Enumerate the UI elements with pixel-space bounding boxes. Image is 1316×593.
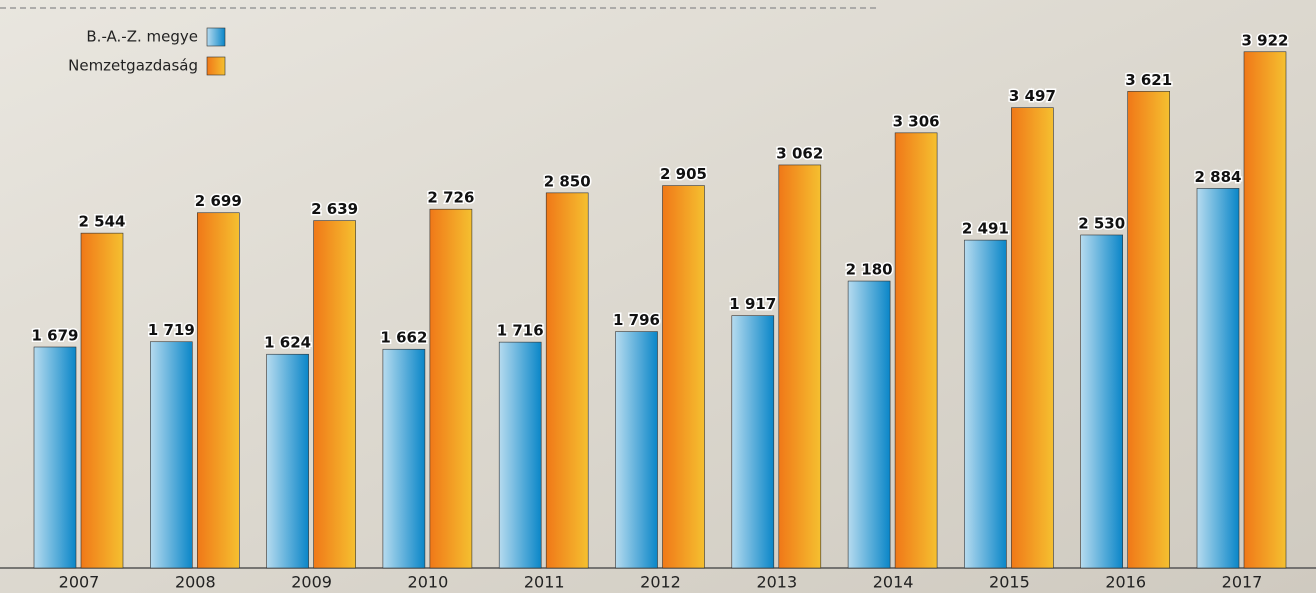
bar	[1081, 235, 1123, 568]
value-label: 3 062	[776, 144, 823, 162]
value-label: 2 639	[311, 200, 358, 218]
value-label: 2 180	[846, 261, 893, 279]
value-label: 2 491	[962, 220, 1009, 238]
value-label: 2 726	[427, 189, 474, 207]
bar	[34, 347, 76, 568]
value-label: 3 621	[1125, 71, 1172, 89]
value-label: 2 905	[660, 165, 707, 183]
bar	[150, 342, 192, 568]
bar	[964, 240, 1006, 568]
value-label: 3 306	[893, 112, 940, 130]
bar	[267, 354, 309, 568]
x-tick-label: 2015	[989, 573, 1030, 592]
bar	[546, 193, 588, 568]
value-label: 1 716	[497, 322, 544, 340]
bar	[616, 332, 658, 568]
legend-label: B.-A.-Z. megye	[86, 28, 198, 46]
bar	[383, 349, 425, 568]
value-label: 2 530	[1078, 214, 1125, 232]
value-label: 2 850	[544, 172, 591, 190]
bar	[499, 342, 541, 568]
bar	[732, 316, 774, 568]
x-tick-label: 2012	[640, 573, 681, 592]
x-tick-label: 2009	[291, 573, 332, 592]
value-label: 1 719	[148, 321, 195, 339]
value-label: 1 662	[380, 329, 427, 347]
bar	[1128, 91, 1170, 568]
bar	[1011, 108, 1053, 568]
x-tick-label: 2013	[756, 573, 797, 592]
bar	[663, 186, 705, 568]
value-label: 1 917	[729, 295, 776, 313]
bar	[1244, 52, 1286, 568]
value-label: 1 679	[32, 326, 79, 344]
x-tick-label: 2017	[1222, 573, 1263, 592]
bar	[430, 209, 472, 568]
x-tick-label: 2007	[59, 573, 100, 592]
legend-label: Nemzetgazdaság	[68, 57, 198, 75]
bar	[779, 165, 821, 568]
legend-swatch	[207, 57, 225, 75]
x-tick-label: 2008	[175, 573, 216, 592]
value-label: 2 544	[79, 213, 126, 231]
bar	[848, 281, 890, 568]
value-label: 1 796	[613, 311, 660, 329]
x-tick-label: 2014	[873, 573, 914, 592]
x-tick-label: 2016	[1105, 573, 1146, 592]
legend-swatch	[207, 28, 225, 46]
bar	[895, 133, 937, 568]
value-label: 3 922	[1242, 31, 1289, 49]
bar	[81, 233, 123, 568]
bar	[314, 221, 356, 568]
bar	[197, 213, 239, 568]
bar	[1197, 188, 1239, 568]
value-label: 2 884	[1195, 168, 1242, 186]
chart: 2007 1 679 2 544 2008 1 719 2 699 2009 1 624 2 6…	[0, 0, 1316, 593]
value-label: 2 699	[195, 192, 242, 210]
value-label: 1 624	[264, 334, 311, 352]
value-label: 3 497	[1009, 87, 1056, 105]
page: {"chart_data": {"type": "bar", "categori…	[0, 0, 1316, 593]
x-tick-label: 2010	[408, 573, 449, 592]
x-tick-label: 2011	[524, 573, 565, 592]
